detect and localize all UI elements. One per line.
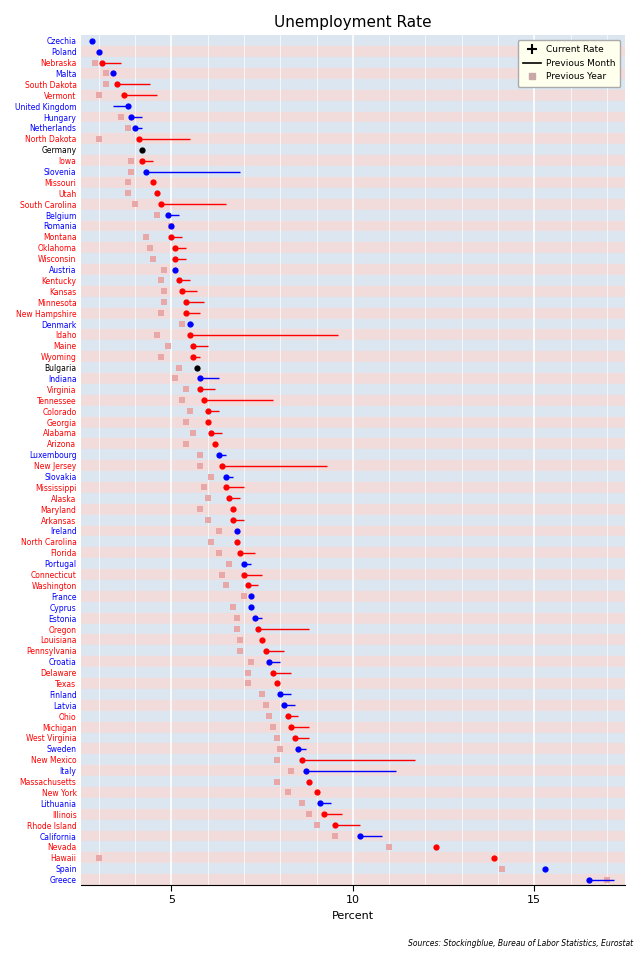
Bar (81, 591, 625, 602)
Bar (81, 645, 625, 657)
Bar (81, 58, 625, 68)
Legend: Current Rate, Previous Month, Previous Year: Current Rate, Previous Month, Previous Y… (518, 40, 621, 86)
Bar (81, 253, 625, 264)
Bar (81, 101, 625, 111)
Bar (81, 307, 625, 319)
Bar (81, 732, 625, 743)
Bar (81, 842, 625, 852)
Bar (81, 525, 625, 537)
Bar (81, 351, 625, 362)
Bar (81, 406, 625, 417)
Bar (81, 373, 625, 384)
Bar (81, 808, 625, 820)
Bar (81, 492, 625, 504)
Bar (81, 722, 625, 732)
Bar (81, 787, 625, 798)
Bar (81, 667, 625, 678)
Bar (81, 133, 625, 144)
Bar (81, 221, 625, 231)
Bar (81, 439, 625, 449)
Bar (81, 449, 625, 460)
Bar (81, 743, 625, 755)
Bar (81, 329, 625, 341)
Bar (81, 177, 625, 188)
Bar (81, 275, 625, 286)
Bar (81, 471, 625, 482)
Title: Unemployment Rate: Unemployment Rate (274, 15, 431, 30)
Bar (81, 166, 625, 177)
Bar (81, 264, 625, 275)
Bar (81, 36, 625, 46)
Bar (81, 657, 625, 667)
Bar (81, 341, 625, 351)
Bar (81, 689, 625, 700)
Bar (81, 547, 625, 558)
Bar (81, 199, 625, 209)
Bar (81, 46, 625, 58)
Bar (81, 580, 625, 591)
Bar (81, 875, 625, 885)
Bar (81, 90, 625, 101)
Bar (81, 678, 625, 689)
Bar (81, 558, 625, 569)
Bar (81, 635, 625, 645)
Bar (81, 111, 625, 123)
X-axis label: Percent: Percent (332, 911, 374, 921)
Bar (81, 319, 625, 329)
Bar (81, 68, 625, 79)
Bar (81, 384, 625, 395)
Bar (81, 798, 625, 808)
Bar (81, 765, 625, 776)
Bar (81, 537, 625, 547)
Bar (81, 209, 625, 221)
Bar (81, 515, 625, 525)
Bar (81, 460, 625, 471)
Bar (81, 242, 625, 253)
Bar (81, 156, 625, 166)
Bar (81, 776, 625, 787)
Bar (81, 79, 625, 90)
Bar (81, 852, 625, 863)
Bar (81, 820, 625, 830)
Bar (81, 482, 625, 492)
Bar (81, 417, 625, 427)
Bar (81, 123, 625, 133)
Bar (81, 504, 625, 515)
Bar (81, 188, 625, 199)
Bar (81, 624, 625, 635)
Bar (81, 286, 625, 297)
Bar (81, 569, 625, 580)
Bar (81, 755, 625, 765)
Bar (81, 144, 625, 156)
Bar (81, 700, 625, 710)
Bar (81, 612, 625, 624)
Bar (81, 297, 625, 307)
Bar (81, 602, 625, 612)
Bar (81, 231, 625, 242)
Bar (81, 362, 625, 373)
Bar (81, 427, 625, 439)
Text: Sources: Stockingblue, Bureau of Labor Statistics, Eurostat: Sources: Stockingblue, Bureau of Labor S… (408, 940, 634, 948)
Bar (81, 395, 625, 406)
Bar (81, 710, 625, 722)
Bar (81, 863, 625, 875)
Bar (81, 830, 625, 842)
